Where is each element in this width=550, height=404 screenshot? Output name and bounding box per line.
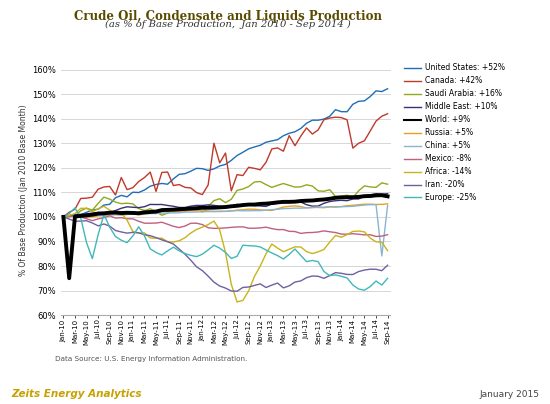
Text: January 2015: January 2015 — [479, 390, 539, 399]
Legend: United States: +52%, Canada: +42%, Saudi Arabia: +16%, Middle East: +10%, World:: United States: +52%, Canada: +42%, Saudi… — [404, 63, 505, 202]
Text: Zeits Energy Analytics: Zeits Energy Analytics — [11, 389, 141, 399]
Text: Crude Oil, Condensate and Liquids Production: Crude Oil, Condensate and Liquids Produc… — [74, 10, 382, 23]
Text: (as % of Base Production,  Jan 2010 - Sep 2014 ): (as % of Base Production, Jan 2010 - Sep… — [106, 19, 351, 29]
Text: Data Source: U.S. Energy Information Administration.: Data Source: U.S. Energy Information Adm… — [55, 356, 248, 362]
Y-axis label: % Of Base Production (Jan 2010 Base Month): % Of Base Production (Jan 2010 Base Mont… — [19, 104, 28, 276]
